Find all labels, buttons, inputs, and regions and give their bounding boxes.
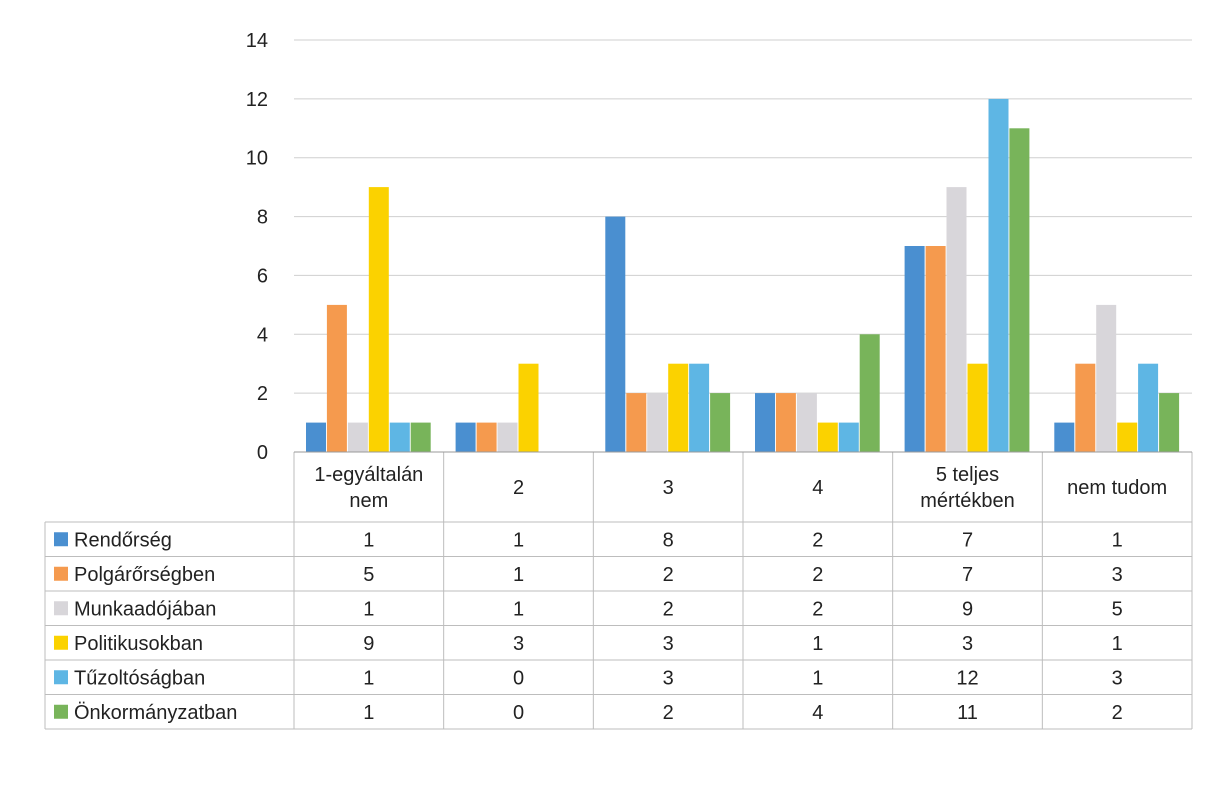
data-table-value: 3 xyxy=(513,633,524,655)
category-label: 5 teljes mértékben xyxy=(920,464,1015,512)
legend-label: Munkaadójában xyxy=(74,598,216,620)
data-table-value: 7 xyxy=(962,529,973,551)
y-tick-label: 6 xyxy=(257,265,268,287)
data-table-value: 4 xyxy=(812,702,823,724)
bar xyxy=(946,187,967,452)
y-tick-label: 10 xyxy=(246,148,268,170)
data-table-value: 7 xyxy=(962,564,973,586)
category-label: 2 xyxy=(513,477,524,499)
bar xyxy=(1117,422,1138,452)
bar xyxy=(368,187,389,452)
bar xyxy=(476,422,497,452)
data-table-value: 3 xyxy=(1112,564,1123,586)
bar xyxy=(796,393,817,452)
y-tick-label: 14 xyxy=(246,30,268,52)
data-table-value: 1 xyxy=(1112,529,1123,551)
data-table-value: 12 xyxy=(956,667,978,689)
data-table-value: 3 xyxy=(663,633,674,655)
bar xyxy=(410,422,431,452)
data-table-value: 2 xyxy=(663,702,674,724)
bar xyxy=(755,393,775,452)
data-table-value: 2 xyxy=(812,564,823,586)
bar xyxy=(925,246,946,452)
data-table-value: 1 xyxy=(363,598,374,620)
bar xyxy=(1075,363,1096,452)
y-tick-label: 0 xyxy=(257,442,268,464)
legend-label: Politikusokban xyxy=(74,633,203,655)
bar xyxy=(647,393,668,452)
data-table-value: 1 xyxy=(513,529,524,551)
legend-label: Tűzoltóságban xyxy=(74,667,205,689)
data-table-value: 2 xyxy=(812,598,823,620)
bar xyxy=(605,216,626,452)
bar xyxy=(689,363,710,452)
legend-key xyxy=(54,704,68,719)
y-tick-label: 2 xyxy=(257,383,268,405)
legend-label: Rendőrség xyxy=(74,529,172,551)
data-table-value: 3 xyxy=(663,667,674,689)
legend-key xyxy=(54,566,68,581)
data-table-value: 1 xyxy=(1112,633,1123,655)
bar xyxy=(838,422,859,452)
bar xyxy=(518,363,539,452)
bar xyxy=(306,422,326,452)
bar xyxy=(1159,393,1180,452)
bar xyxy=(1138,363,1159,452)
bar xyxy=(326,304,347,452)
legend-key xyxy=(54,532,68,547)
bar xyxy=(967,363,988,452)
data-table-value: 1 xyxy=(363,529,374,551)
bar xyxy=(497,422,518,452)
bar xyxy=(710,393,731,452)
category-label: 1-egyáltalán nem xyxy=(314,464,423,512)
data-table-value: 1 xyxy=(812,667,823,689)
bar xyxy=(668,363,689,452)
bar xyxy=(775,393,796,452)
y-tick-label: 4 xyxy=(257,324,268,346)
y-tick-label: 12 xyxy=(246,89,268,111)
data-table-value: 3 xyxy=(962,633,973,655)
data-table-value: 1 xyxy=(363,667,374,689)
legend-label: Önkormányzatban xyxy=(74,702,237,724)
bar xyxy=(1009,128,1030,453)
bar xyxy=(1054,422,1075,452)
data-table-value: 1 xyxy=(513,598,524,620)
data-table-value: 2 xyxy=(663,564,674,586)
bar xyxy=(817,422,838,452)
data-table-value: 5 xyxy=(363,564,374,586)
category-label: nem tudom xyxy=(1067,477,1167,499)
bar xyxy=(389,422,410,452)
legend-key xyxy=(54,601,68,616)
data-table-value: 1 xyxy=(513,564,524,586)
data-table-value: 0 xyxy=(513,702,524,724)
data-table-value: 3 xyxy=(1112,667,1123,689)
bar xyxy=(626,393,647,452)
bar xyxy=(859,334,880,452)
legend-key xyxy=(54,635,68,650)
bar xyxy=(988,98,1009,453)
data-table-value: 11 xyxy=(957,702,978,724)
category-label: 3 xyxy=(663,477,674,499)
bar xyxy=(1096,304,1117,452)
legend-key xyxy=(54,670,68,685)
bar xyxy=(904,246,925,452)
data-table-value: 2 xyxy=(1112,702,1123,724)
data-table-value: 1 xyxy=(363,702,374,724)
data-table-value: 8 xyxy=(663,529,674,551)
data-table-value: 0 xyxy=(513,667,524,689)
bar xyxy=(347,422,368,452)
data-table-value: 2 xyxy=(812,529,823,551)
data-table-value: 2 xyxy=(663,598,674,620)
data-table-value: 5 xyxy=(1112,598,1123,620)
category-label: 4 xyxy=(812,477,823,499)
bar xyxy=(455,422,476,452)
data-table-value: 9 xyxy=(962,598,973,620)
data-table-value: 1 xyxy=(812,633,823,655)
legend-label: Polgárőrségben xyxy=(74,564,215,586)
data-table-value: 9 xyxy=(363,633,374,655)
y-tick-label: 8 xyxy=(257,207,268,229)
